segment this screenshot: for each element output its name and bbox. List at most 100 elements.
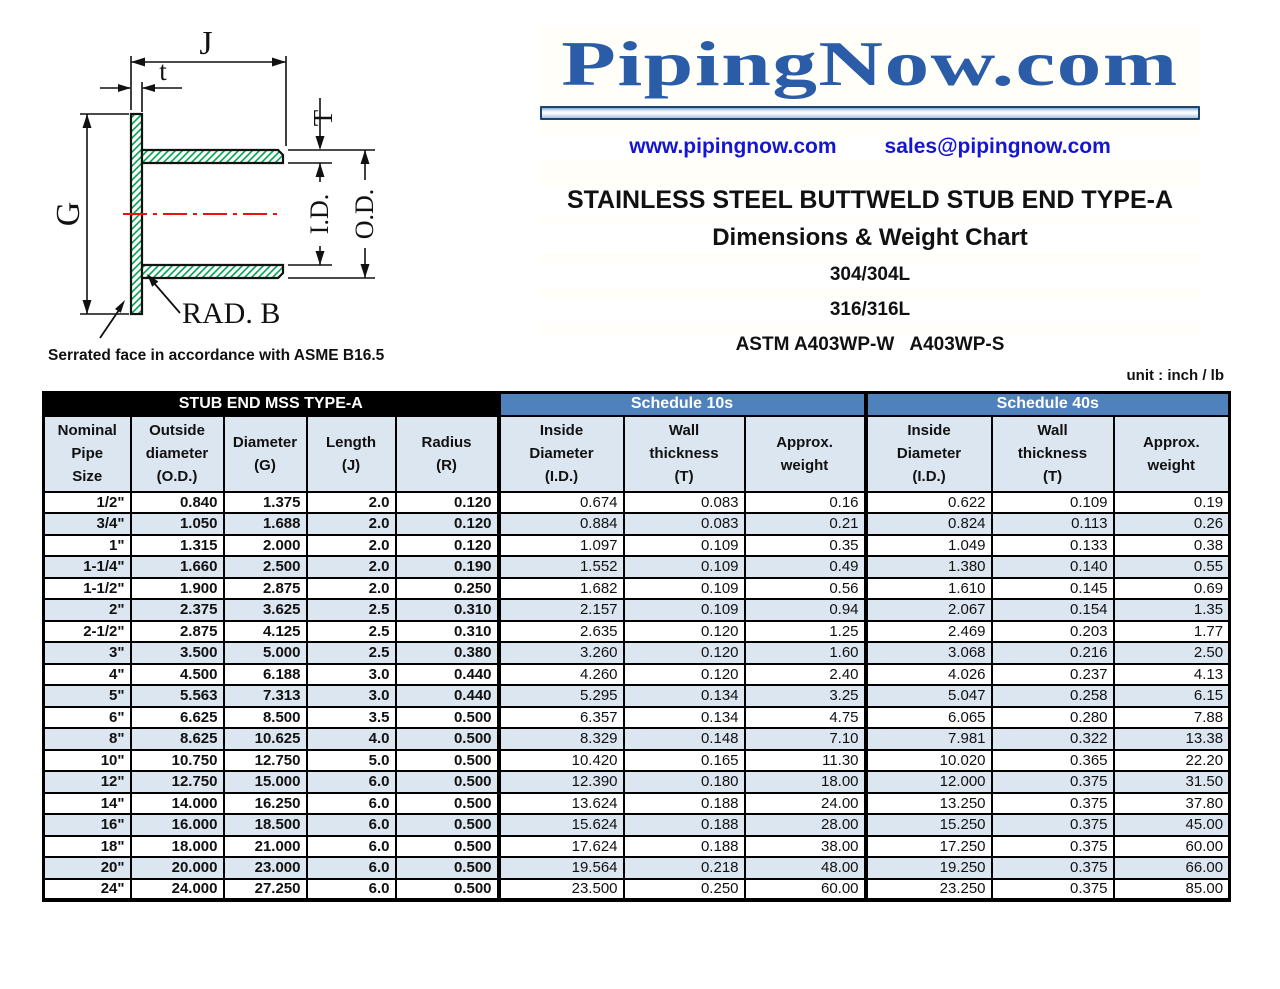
cell-value: 3.5 [305,705,397,729]
cell-value: 20.000 [129,856,225,880]
cell-value: 5.563 [129,684,225,708]
cell-value: 0.375 [990,791,1115,815]
cell-value: 5.000 [222,641,308,665]
callout-serrated-face: Serrated face in accordance with ASME B1… [48,300,385,364]
cell-value: 2.40 [743,662,867,686]
cell-value: 0.258 [990,684,1115,708]
cell-value: 0.188 [622,813,746,837]
table-row: 1" 1.315 2.000 2.0 0.120 1.097 0.109 0.35 1.049 0… [42,533,1231,557]
cell-value: 2.000 [222,533,308,557]
cell-value: 0.440 [394,662,500,686]
cell-value: 7.10 [743,727,867,751]
callout-rad-b: RAD. B [147,274,280,330]
cell-value: 0.21 [743,512,867,536]
cell-value: 1.660 [129,555,225,579]
cell-value: 1.77 [1112,619,1231,643]
logo-text: PipingNow.com [561,29,1179,99]
table-row: 6" 6.625 8.500 3.5 0.500 6.357 0.134 4.75 6.065 0… [42,705,1231,729]
group-header-schedule-10s: Schedule 10s [496,391,867,417]
dimensions-table: STUB END MSS TYPE-A Schedule 10s Schedul… [42,391,1232,902]
cell-value: 85.00 [1112,877,1231,901]
cell-value: 2.875 [222,576,308,600]
cell-value: 12.750 [222,748,308,772]
dim-label-od: O.D. [350,189,379,240]
cell-value: 18.500 [222,813,308,837]
col-header-nominal-pipe-size: Nominal Pipe Size [42,414,132,493]
table-row: 24" 24.000 27.250 6.0 0.500 23.500 0.250 60.00 2… [42,877,1231,901]
serrated-face-note: Serrated face in accordance with ASME B1… [48,347,385,364]
cell-value: 2.0 [305,490,397,514]
cell-value: 0.083 [622,512,746,536]
col-header-inside-diameter-10s: Inside Diameter (I.D.) [496,414,625,493]
cell-value: 1.380 [863,555,993,579]
cell-value: 6.0 [305,770,397,794]
cell-value: 0.237 [990,662,1115,686]
cell-pipe-size: 1" [42,533,132,557]
cell-value: 2.157 [496,598,625,622]
cell-value: 3.068 [863,641,993,665]
table-row: 1/2" 0.840 1.375 2.0 0.120 0.674 0.083 0.16 0.62… [42,490,1231,514]
cell-value: 0.375 [990,856,1115,880]
cell-value: 0.083 [622,490,746,514]
cell-value: 3.0 [305,662,397,686]
cell-value: 2.5 [305,619,397,643]
cell-value: 0.120 [394,512,500,536]
cell-value: 10.625 [222,727,308,751]
cell-pipe-size: 3" [42,641,132,665]
cell-value: 11.30 [743,748,867,772]
cell-value: 0.310 [394,598,500,622]
cell-value: 0.365 [990,748,1115,772]
dimension-t-flange: t [100,56,182,112]
cell-value: 0.56 [743,576,867,600]
cell-value: 2.375 [129,598,225,622]
cell-value: 0.109 [622,555,746,579]
group-header-schedule-40s: Schedule 40s [863,391,1231,417]
cell-value: 19.564 [496,856,625,880]
dim-label-id: I.D. [305,194,334,234]
cell-value: 0.500 [394,705,500,729]
cell-value: 6.0 [305,791,397,815]
table-row: 1-1/2" 1.900 2.875 2.0 0.250 1.682 0.109 0.56 1.… [42,576,1231,600]
cell-value: 12.390 [496,770,625,794]
table-row: 18" 18.000 21.000 6.0 0.500 17.624 0.188 38.00 1… [42,834,1231,858]
table-row: 16" 16.000 18.500 6.0 0.500 15.624 0.188 28.00 1… [42,813,1231,837]
dimension-wall-thickness: T [288,98,375,164]
cell-value: 4.13 [1112,662,1231,686]
cell-value: 0.55 [1112,555,1231,579]
cell-value: 4.500 [129,662,225,686]
page-subtitle: Dimensions & Weight Chart [540,224,1200,252]
table-row: 3/4" 1.050 1.688 2.0 0.120 0.884 0.083 0.21 0.82… [42,512,1231,536]
cell-pipe-size: 2" [42,598,132,622]
cell-value: 13.250 [863,791,993,815]
cell-value: 1.688 [222,512,308,536]
cell-value: 0.120 [622,641,746,665]
table-row: 4" 4.500 6.188 3.0 0.440 4.260 0.120 2.40 4.026 0… [42,662,1231,686]
cell-value: 37.80 [1112,791,1231,815]
table-row: 2" 2.375 3.625 2.5 0.310 2.157 0.109 0.94 2.067 0… [42,598,1231,622]
cell-value: 6.625 [129,705,225,729]
email-link: sales@pipingnow.com [884,135,1111,158]
cell-value: 7.88 [1112,705,1231,729]
cell-value: 0.310 [394,619,500,643]
cell-value: 6.0 [305,813,397,837]
cell-value: 8.500 [222,705,308,729]
cell-value: 2.0 [305,512,397,536]
cell-pipe-size: 18" [42,834,132,858]
dimensions-table-wrap: STUB END MSS TYPE-A Schedule 10s Schedul… [42,391,1232,902]
cell-value: 7.981 [863,727,993,751]
cell-value: 0.840 [129,490,225,514]
cell-value: 19.250 [863,856,993,880]
cell-value: 23.000 [222,856,308,880]
cell-value: 66.00 [1112,856,1231,880]
grade-316: 316/316L [540,298,1200,322]
cell-value: 1.60 [743,641,867,665]
table-row: 2-1/2" 2.875 4.125 2.5 0.310 2.635 0.120 1.25 2.… [42,619,1231,643]
cell-value: 13.624 [496,791,625,815]
cell-value: 0.165 [622,748,746,772]
cell-value: 15.624 [496,813,625,837]
cell-value: 8.329 [496,727,625,751]
dim-label-g: G [50,202,87,227]
cell-value: 60.00 [1112,834,1231,858]
cell-value: 22.20 [1112,748,1231,772]
unit-label: unit : inch / lb [1126,367,1225,384]
